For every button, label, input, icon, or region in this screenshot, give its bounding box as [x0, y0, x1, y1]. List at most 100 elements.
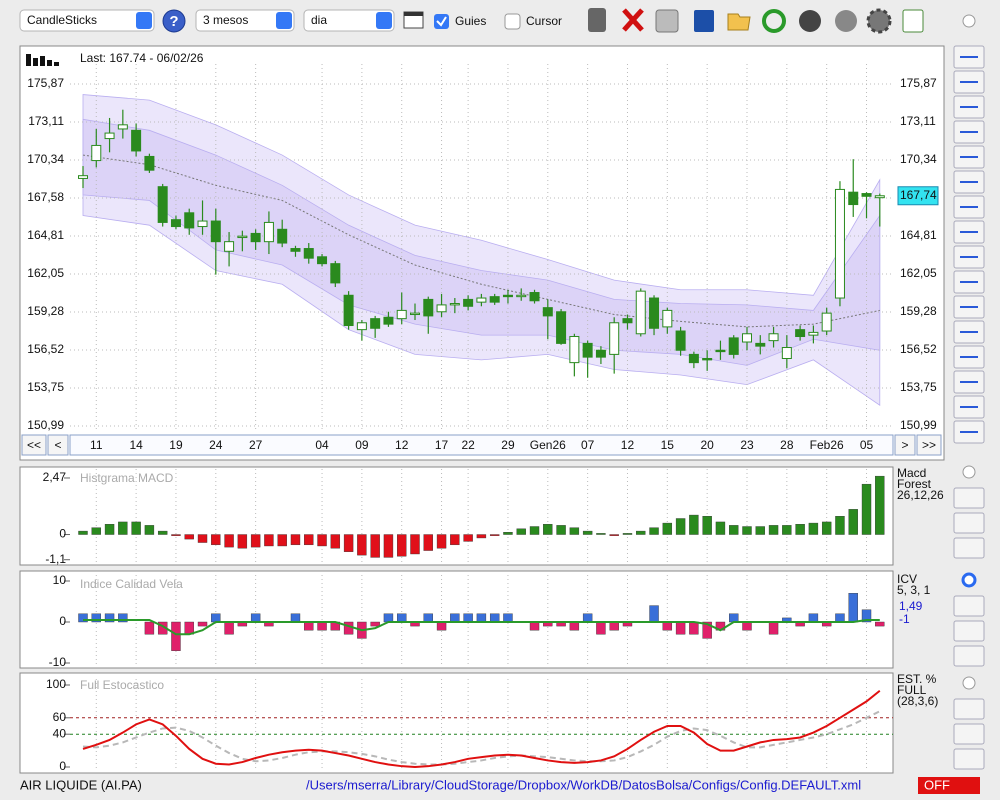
open-button[interactable]: [727, 13, 751, 31]
radio[interactable]: [961, 572, 977, 588]
candle-body: [622, 318, 633, 324]
candle-body: [317, 256, 328, 265]
save-button[interactable]: [694, 10, 714, 32]
bar: [569, 621, 580, 631]
bar: [689, 514, 699, 535]
x-tick-label: 04: [315, 438, 329, 452]
candle-body: [396, 309, 407, 320]
bar: [104, 613, 115, 623]
legend-text: Macd: [897, 466, 926, 480]
candle-body: [635, 290, 646, 335]
candle-body: [861, 193, 872, 197]
candle-body: [184, 212, 195, 229]
macd-panel: [19, 466, 894, 566]
tool-button[interactable]: [953, 487, 985, 509]
bar: [171, 534, 181, 536]
bar: [729, 613, 739, 623]
bar: [397, 613, 407, 623]
bar: [397, 534, 407, 557]
period-select[interactable]: [195, 9, 295, 32]
candle-body: [874, 195, 885, 199]
bar: [821, 521, 832, 535]
x-tick-label: 28: [780, 438, 794, 452]
bar: [529, 621, 540, 631]
bar: [78, 530, 88, 535]
radio[interactable]: [962, 465, 976, 479]
x-tick-label: 05: [860, 438, 874, 452]
candle-body: [78, 175, 88, 179]
bar: [277, 534, 287, 547]
tool-button[interactable]: [953, 537, 985, 559]
bar: [423, 613, 433, 623]
bar: [304, 621, 314, 631]
period-select-text: 3 mesos: [203, 13, 248, 27]
delete-button[interactable]: [622, 8, 644, 32]
tool-button[interactable]: [953, 620, 985, 642]
bar: [835, 613, 845, 623]
nav-last[interactable]: [916, 434, 942, 456]
refresh-button[interactable]: [762, 9, 786, 33]
trash-button[interactable]: [588, 8, 606, 32]
candle-body: [383, 316, 394, 325]
tool-button[interactable]: [953, 723, 985, 745]
bar: [675, 621, 686, 635]
series-line: [82, 710, 881, 766]
bar: [157, 530, 168, 535]
bar: [768, 525, 779, 535]
y-tick-label-right: 175,87: [900, 76, 937, 90]
bar: [808, 522, 819, 535]
bar: [702, 516, 712, 535]
candle-body: [502, 294, 513, 298]
bar: [237, 534, 248, 549]
tool-button[interactable]: [953, 748, 985, 770]
radio[interactable]: [962, 14, 976, 28]
radio[interactable]: [962, 676, 976, 690]
legend-text: ICV: [897, 572, 917, 586]
currency-button[interactable]: [835, 10, 857, 32]
status-box[interactable]: [918, 777, 980, 794]
nav-prev[interactable]: [47, 434, 69, 456]
tool-button[interactable]: [953, 698, 985, 720]
interval-select-text: dia: [311, 13, 327, 27]
tool-button[interactable]: [953, 512, 985, 534]
cursor-checkbox[interactable]: [504, 13, 521, 30]
last-annotation: Last: 167.74 - 06/02/26: [80, 51, 204, 65]
candle-body: [795, 329, 806, 338]
sync-button[interactable]: [799, 10, 821, 32]
candle-body: [290, 248, 301, 252]
bar: [556, 525, 566, 535]
panel-title: Histgrama MACD: [80, 471, 174, 485]
bar: [144, 621, 155, 635]
interval-select[interactable]: [303, 9, 395, 32]
bar: [370, 621, 380, 627]
settings-button[interactable]: [866, 8, 892, 34]
nav-last-label: >>: [922, 438, 936, 452]
nav-next[interactable]: [894, 434, 916, 456]
tool-button[interactable]: [953, 595, 985, 617]
nav-first[interactable]: [21, 434, 47, 456]
style-select[interactable]: [19, 9, 155, 32]
candle-body: [476, 297, 487, 303]
y-tick-label: 175,87: [27, 76, 64, 90]
print-button[interactable]: [655, 9, 679, 33]
y-tick-label: 164,81: [27, 228, 64, 242]
x-tick-label: 07: [581, 438, 595, 452]
calendar-button[interactable]: [902, 9, 924, 33]
tool-button[interactable]: [953, 645, 985, 667]
candle-body: [224, 241, 235, 252]
guides-checkbox[interactable]: [434, 14, 449, 29]
candle-body: [781, 347, 792, 360]
candle-body: [423, 298, 434, 317]
candle-body: [330, 263, 341, 284]
bar: [662, 621, 673, 631]
date-scroller[interactable]: [69, 434, 894, 456]
bar: [317, 534, 327, 547]
series-line: [82, 689, 881, 769]
candle-body: [356, 322, 367, 331]
bar: [848, 593, 858, 623]
candle-body: [702, 358, 713, 361]
bar: [211, 613, 221, 623]
candle-body: [157, 186, 168, 223]
help-button[interactable]: [162, 9, 186, 33]
bar: [782, 525, 792, 535]
